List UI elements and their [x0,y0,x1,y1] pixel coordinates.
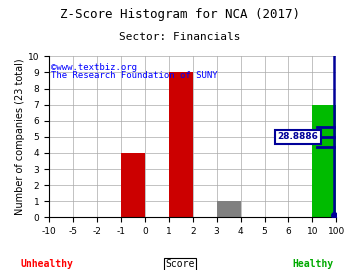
Text: The Research Foundation of SUNY: The Research Foundation of SUNY [51,71,218,80]
Text: Healthy: Healthy [293,259,334,269]
Text: Z-Score Histogram for NCA (2017): Z-Score Histogram for NCA (2017) [60,8,300,21]
Bar [312,104,336,217]
Bar [121,153,145,217]
Text: ©www.textbiz.org: ©www.textbiz.org [51,63,138,72]
Text: Score: Score [165,259,195,269]
Text: Sector: Financials: Sector: Financials [119,32,241,42]
Bar [169,72,193,217]
Bar [217,201,240,217]
Text: Unhealthy: Unhealthy [21,259,73,269]
Bar [336,201,360,217]
Y-axis label: Number of companies (23 total): Number of companies (23 total) [15,59,25,215]
Text: 28.8886: 28.8886 [278,132,318,141]
